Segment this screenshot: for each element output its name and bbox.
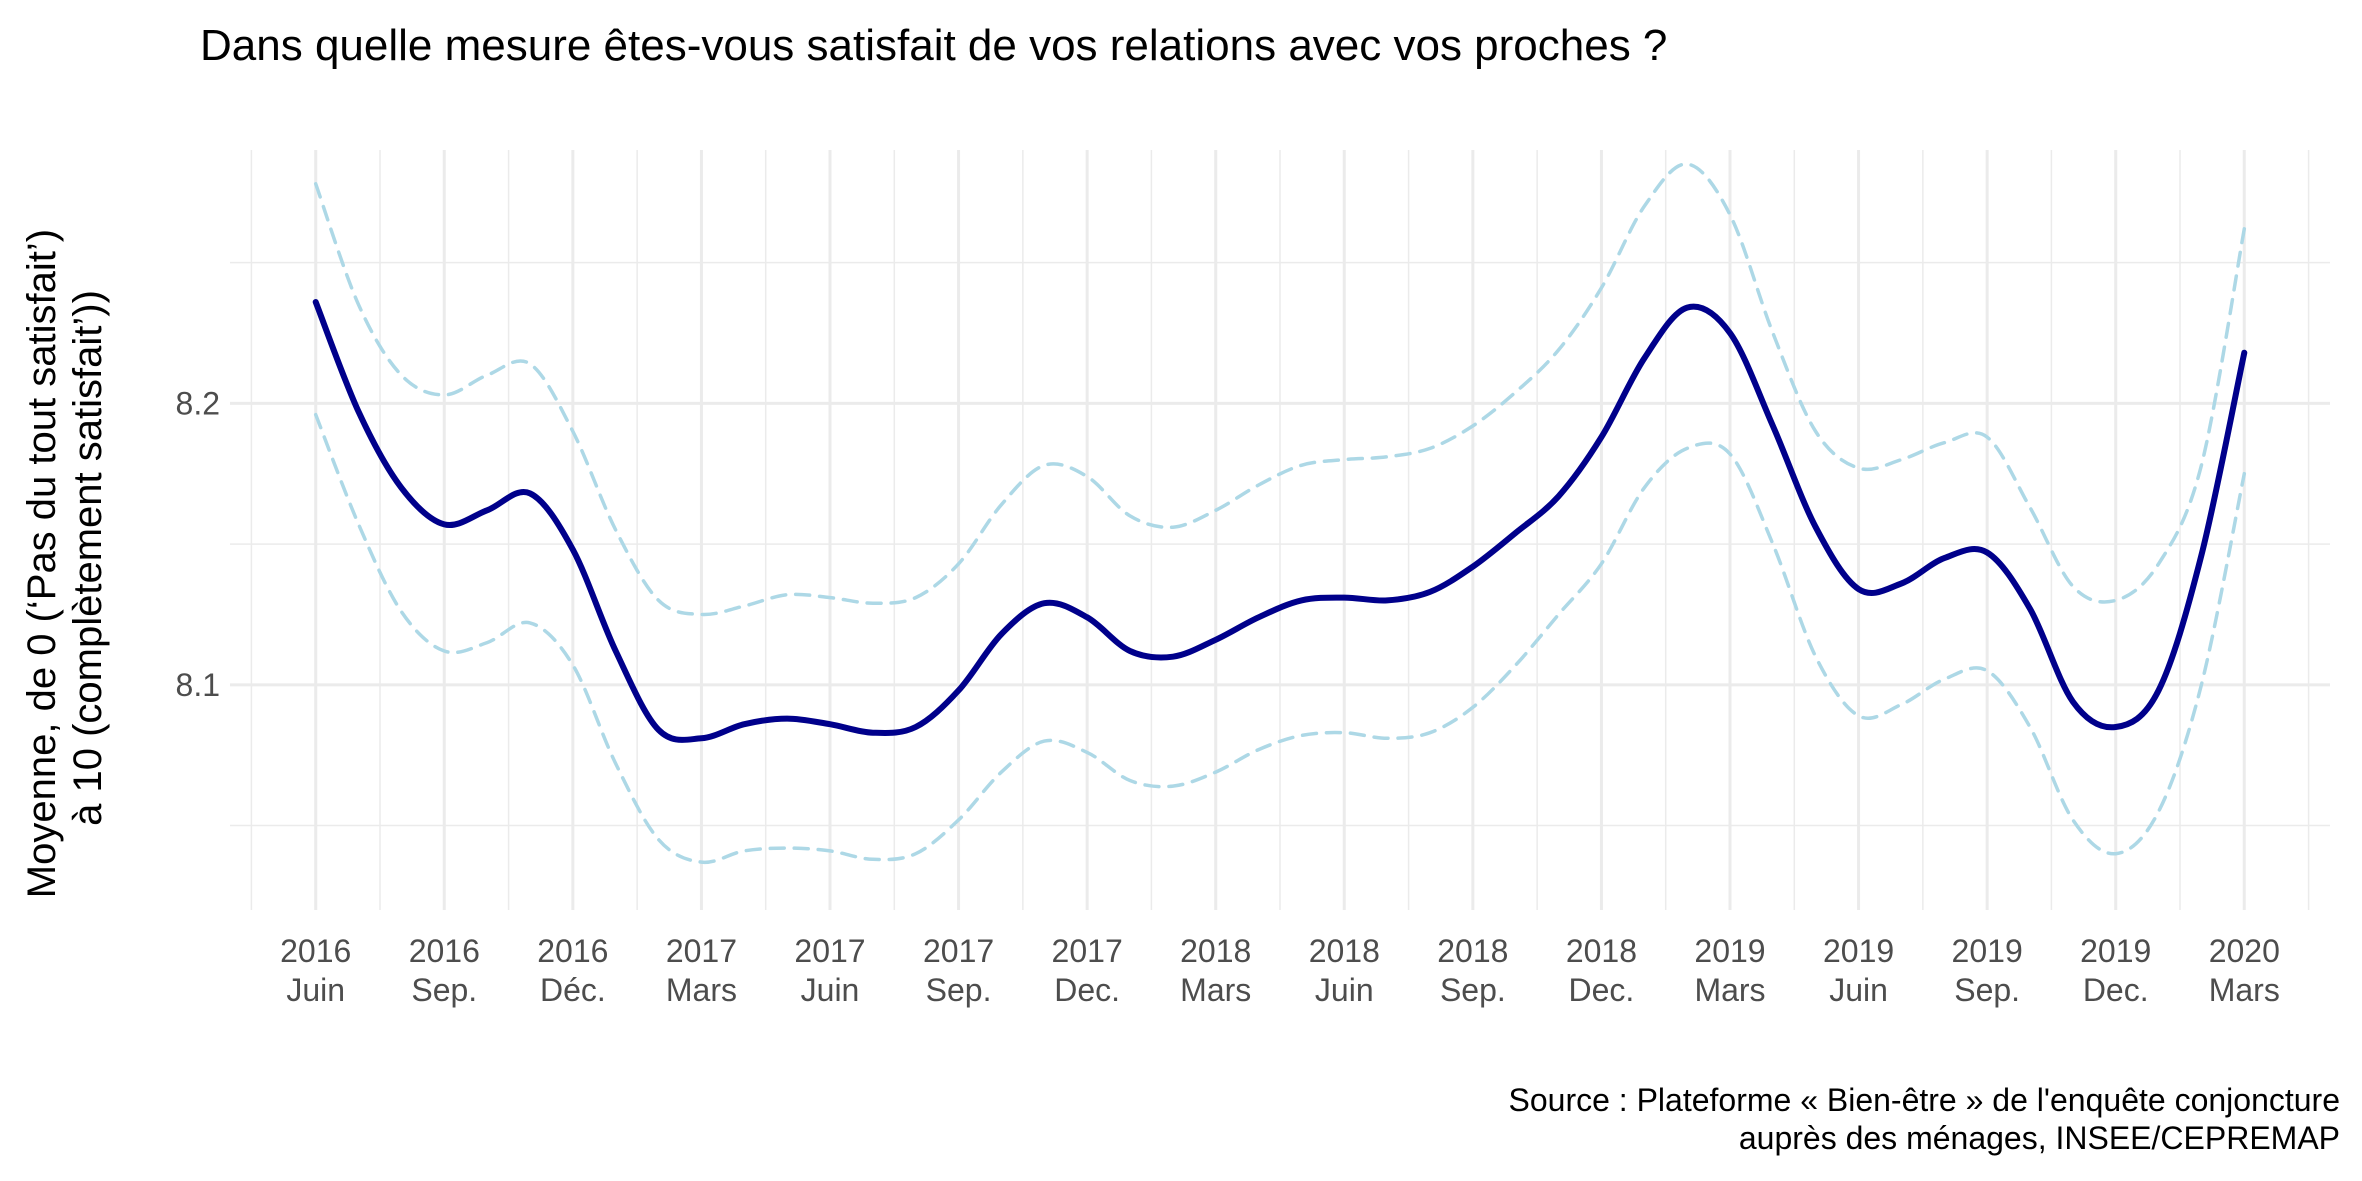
x-tick-month: Dec. — [2083, 972, 2149, 1008]
x-tick-year: 2020 — [2209, 933, 2280, 969]
x-tick-year: 2019 — [2080, 933, 2151, 969]
x-tick-label: 2017 Mars — [666, 933, 737, 1008]
x-tick-label: 2019 Sep. — [1952, 933, 2023, 1008]
x-tick-month: Mars — [1180, 972, 1251, 1008]
mean-line — [312, 299, 2248, 743]
y-axis-label-line-1: Moyenne, de 0 (‘Pas du tout satisfait’) — [20, 229, 64, 898]
x-tick-month: Mars — [666, 972, 737, 1008]
x-tick-year: 2019 — [1694, 933, 1765, 969]
x-tick-label: 2016 Sep. — [409, 933, 480, 1008]
y-axis-tick-labels: 8.1 8.2 — [176, 385, 220, 702]
x-tick-label: 2017 Juin — [794, 933, 865, 1008]
y-tick-label: 8.1 — [176, 667, 220, 703]
caption-line-2: auprès des ménages, INSEE/CEPREMAP — [1739, 1120, 2340, 1156]
x-tick-month: Dec. — [1054, 972, 1120, 1008]
x-tick-month: Juin — [286, 972, 345, 1008]
x-tick-month: Mars — [2209, 972, 2280, 1008]
minor-gridlines — [230, 150, 2330, 910]
x-tick-year: 2016 — [537, 933, 608, 969]
y-tick-label: 8.2 — [176, 385, 220, 421]
x-tick-label: 2019 Juin — [1823, 933, 1894, 1008]
x-tick-year: 2018 — [1309, 933, 1380, 969]
x-tick-label: 2018 Juin — [1309, 933, 1380, 1008]
lower-bound-line — [313, 412, 2247, 865]
x-tick-year: 2017 — [1052, 933, 1123, 969]
y-axis-label-line-2: à 10 (complètement satisfait’)) — [66, 290, 110, 826]
upper-bound-line — [313, 162, 2247, 617]
x-tick-year: 2016 — [280, 933, 351, 969]
x-tick-label: 2017 Sep. — [923, 933, 994, 1008]
x-tick-label: 2019 Dec. — [2080, 933, 2151, 1008]
major-gridlines — [230, 150, 2330, 910]
x-tick-month: Juin — [1315, 972, 1374, 1008]
chart-title: Dans quelle mesure êtes-vous satisfait d… — [200, 21, 1667, 70]
x-tick-year: 2016 — [409, 933, 480, 969]
x-tick-year: 2018 — [1437, 933, 1508, 969]
x-tick-label: 2018 Sep. — [1437, 933, 1508, 1008]
x-tick-month: Dec. — [1569, 972, 1635, 1008]
x-tick-year: 2019 — [1823, 933, 1894, 969]
x-tick-month: Sep. — [926, 972, 992, 1008]
x-tick-year: 2017 — [666, 933, 737, 969]
x-tick-label: 2019 Mars — [1694, 933, 1765, 1008]
x-tick-month: Sep. — [1440, 972, 1506, 1008]
y-axis-label: Moyenne, de 0 (‘Pas du tout satisfait’) … — [20, 218, 110, 898]
x-tick-label: 2016 Déc. — [537, 933, 608, 1008]
x-tick-label: 2018 Mars — [1180, 933, 1251, 1008]
x-tick-year: 2017 — [923, 933, 994, 969]
x-tick-month: Mars — [1694, 972, 1765, 1008]
caption-line-1: Source : Plateforme « Bien-être » de l'e… — [1509, 1082, 2341, 1118]
series-layer — [312, 162, 2248, 865]
x-tick-label: 2018 Dec. — [1566, 933, 1637, 1008]
x-tick-year: 2018 — [1180, 933, 1251, 969]
x-tick-month: Déc. — [540, 972, 606, 1008]
x-tick-label: 2017 Dec. — [1052, 933, 1123, 1008]
x-tick-year: 2017 — [794, 933, 865, 969]
x-tick-year: 2019 — [1952, 933, 2023, 969]
x-tick-month: Juin — [1829, 972, 1888, 1008]
x-tick-label: 2020 Mars — [2209, 933, 2280, 1008]
x-tick-year: 2018 — [1566, 933, 1637, 969]
x-tick-month: Sep. — [1954, 972, 2020, 1008]
x-tick-label: 2016 Juin — [280, 933, 351, 1008]
x-tick-month: Juin — [801, 972, 860, 1008]
x-tick-month: Sep. — [411, 972, 477, 1008]
